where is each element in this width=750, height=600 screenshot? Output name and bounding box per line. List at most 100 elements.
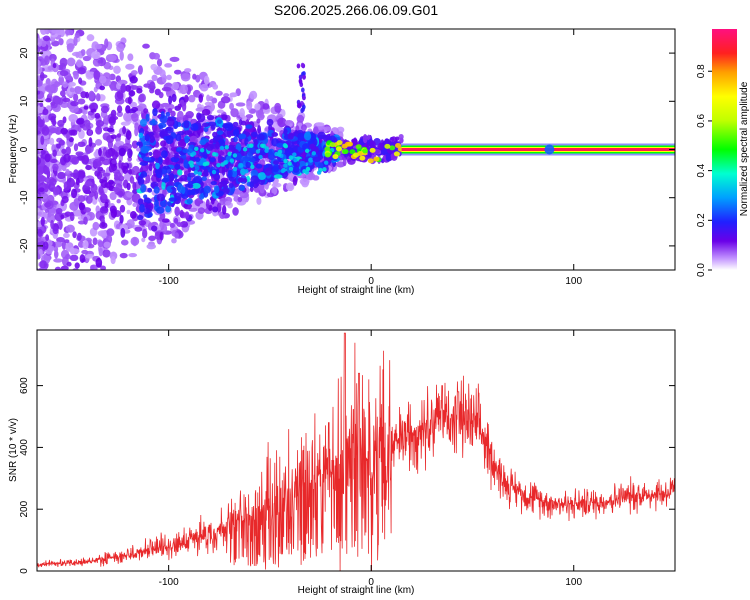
spectrogram-cell (180, 174, 188, 182)
spectrogram-cell (68, 114, 78, 123)
spectrogram-cell (160, 150, 168, 159)
spectrogram-cell (249, 186, 254, 193)
spectrogram-cell (41, 126, 50, 136)
spectrogram-cell (192, 73, 197, 80)
spectrogram-cell (342, 158, 347, 167)
spectrogram-cell (53, 249, 59, 259)
spectrogram-cell (37, 64, 43, 75)
spectrogram-cell (210, 180, 217, 186)
spectrogram-cell (227, 144, 235, 151)
spectrogram-cell (73, 143, 79, 152)
spectrogram-cell (271, 186, 278, 195)
spectrogram-cell (153, 186, 160, 194)
spectrogram-cell (69, 104, 79, 114)
spectrogram-cell (40, 135, 45, 145)
spectrogram-cell (367, 153, 372, 158)
spectrogram-cell (44, 84, 55, 93)
spectrogram-cell (101, 221, 106, 228)
spectrogram-cell (228, 183, 234, 189)
spectrogram-cell (283, 158, 288, 164)
spectrogram-cell (189, 163, 195, 168)
spectrogram-cell (105, 149, 113, 158)
snr-xtick-label: -100 (159, 577, 179, 588)
spectrogram-cell (118, 147, 126, 157)
spectrogram-heatmap (33, 29, 675, 301)
spectrogram-cell (34, 279, 40, 287)
spectrogram-cell (110, 84, 115, 91)
spectrogram-cell (44, 208, 50, 213)
spectrogram-cell (66, 261, 72, 267)
spectrogram-cell (50, 101, 56, 106)
spectrogram-cell (171, 82, 180, 91)
spectrogram-cell (97, 230, 107, 237)
spectrogram-cell (162, 165, 170, 170)
spectrogram-cell (161, 86, 172, 92)
spectrogram-cell (260, 143, 265, 148)
spectrogram-cell (72, 209, 82, 217)
spectrogram-cell (369, 147, 376, 153)
spectrogram-cell (216, 109, 224, 114)
spectrogram-cell (33, 272, 43, 278)
spectrogram-cell (122, 126, 127, 135)
spectrogram-cell (256, 197, 262, 205)
spectrogram-cell (35, 288, 41, 293)
spectrogram-cell (187, 172, 196, 178)
spectrogram-cell (45, 97, 52, 103)
spectrogram-cell (302, 143, 311, 151)
spectrogram-cell (69, 254, 79, 262)
spectrogram-cell (54, 212, 63, 222)
spectrogram-cell (147, 187, 153, 193)
spectrogram-cell (48, 53, 57, 62)
spectrogram-cell (256, 118, 261, 124)
spectrogram-xtick-label: 100 (565, 276, 582, 287)
spectrogram-cell (249, 143, 254, 148)
spectrogram-cell (75, 51, 80, 59)
spectrogram-cell (258, 154, 263, 160)
spectrogram-cell (171, 93, 177, 103)
spectrogram-cell (159, 128, 169, 138)
spectrogram-cell (203, 154, 208, 159)
spectrogram-cell (44, 202, 52, 208)
spectrogram-cell (112, 187, 120, 193)
spectrogram-cell (92, 237, 98, 246)
spectrogram-cell (264, 167, 272, 176)
spectrogram-cell (250, 169, 259, 178)
spectrogram-cell (302, 104, 306, 110)
spectrogram-cell (52, 163, 59, 172)
snr-xtick-label: 0 (368, 577, 374, 588)
spectrogram-cell (95, 126, 103, 135)
spectrogram-cell (131, 112, 139, 122)
spectrogram-cell (385, 153, 391, 162)
spectrogram-cell (199, 139, 207, 146)
spectrogram-cell (213, 185, 220, 194)
spectrogram-cell (52, 186, 60, 196)
spectrogram-cell (58, 220, 63, 230)
spectrogram-cell (210, 124, 216, 130)
spectrogram-cell (165, 126, 172, 132)
spectrogram-cell (37, 79, 43, 88)
spectrogram-cell (336, 140, 343, 146)
spectrogram-cell (131, 140, 139, 149)
spectrogram-cell (164, 63, 173, 68)
spectrogram-cell (262, 103, 270, 110)
spectrogram-cell (62, 116, 67, 124)
spectrogram-cell (312, 156, 321, 163)
spectrogram-cell (276, 152, 282, 157)
spectrogram-cell (183, 202, 192, 210)
spectrogram-cell (393, 151, 400, 157)
spectrogram-cell (48, 127, 59, 134)
spectrogram-cell (148, 235, 156, 242)
spectrogram-cell (40, 40, 47, 47)
spectrogram-cell (93, 70, 101, 80)
spectrogram-cell (177, 103, 182, 109)
spectrogram-cell (148, 151, 153, 157)
spectrogram-cell (254, 103, 261, 111)
spectrogram-cell (283, 163, 288, 168)
spectrogram-cell (129, 75, 138, 84)
spectrogram-cell (215, 141, 220, 150)
spectrogram-cell (42, 297, 49, 301)
spectrogram-cell (359, 155, 366, 161)
spectrogram-cell (140, 118, 147, 127)
spectrogram-cell (69, 201, 79, 211)
